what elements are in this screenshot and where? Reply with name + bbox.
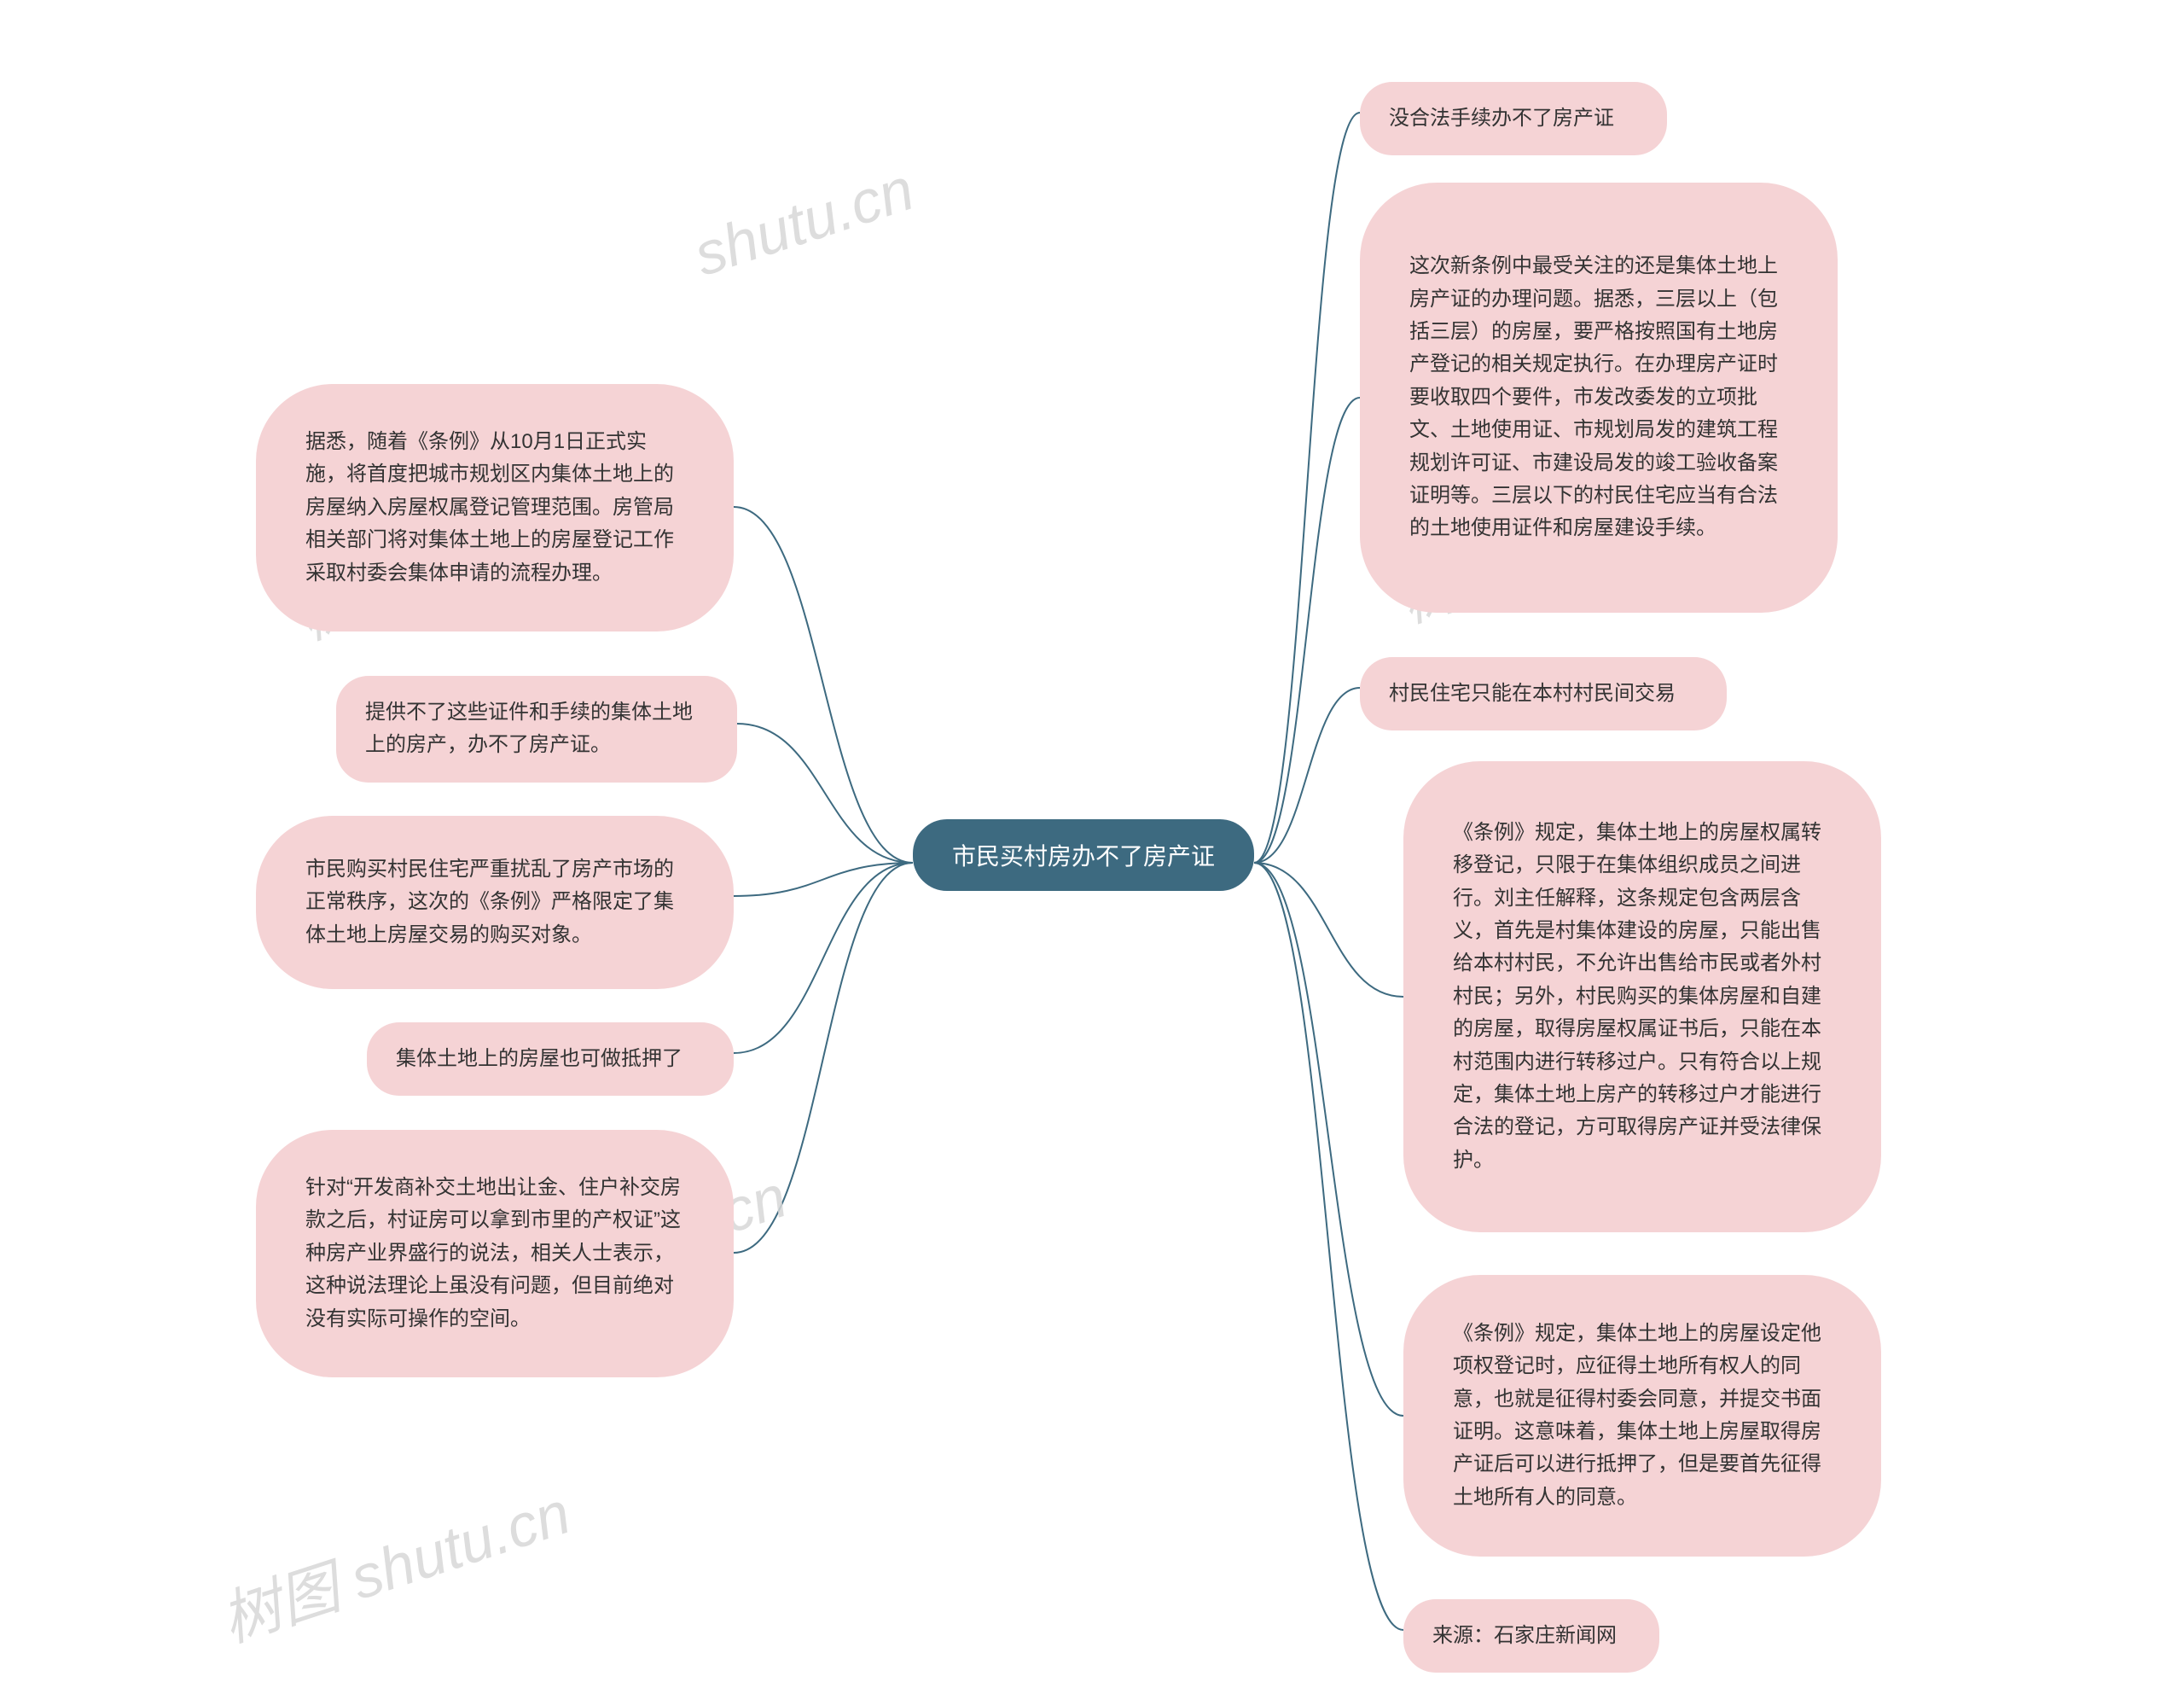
- leaf-node[interactable]: 市民购买村民住宅严重扰乱了房产市场的正常秩序，这次的《条例》严格限定了集体土地上…: [256, 816, 734, 989]
- leaf-node[interactable]: 来源：石家庄新闻网: [1403, 1599, 1659, 1673]
- edge: [1254, 688, 1360, 863]
- leaf-node[interactable]: 这次新条例中最受关注的还是集体土地上房产证的办理问题。据悉，三层以上（包括三层）…: [1360, 183, 1838, 613]
- edge: [734, 863, 913, 896]
- edge: [1254, 398, 1360, 863]
- edge: [734, 863, 913, 1253]
- watermark-text: 树图 shutu.cn: [209, 1465, 580, 1659]
- edge: [1254, 863, 1403, 997]
- center-topic[interactable]: 市民买村房办不了房产证: [913, 819, 1254, 891]
- edge: [734, 863, 913, 1053]
- edge: [1254, 863, 1403, 1416]
- mindmap-canvas: shutu.cn树树u.cnhutu.cn树图 shutu.cn 市民买村房办不…: [0, 0, 2184, 1682]
- edge: [1254, 863, 1403, 1630]
- watermark-text: shutu.cn: [686, 154, 921, 289]
- leaf-node[interactable]: 没合法手续办不了房产证: [1360, 82, 1667, 155]
- leaf-node[interactable]: 《条例》规定，集体土地上的房屋权属转移登记，只限于在集体组织成员之间进行。刘主任…: [1403, 761, 1881, 1232]
- leaf-node[interactable]: 针对“开发商补交土地出让金、住户补交房款之后，村证房可以拿到市里的产权证”这种房…: [256, 1130, 734, 1377]
- edge: [737, 724, 913, 863]
- edge: [734, 507, 913, 863]
- edge: [1254, 113, 1360, 863]
- leaf-node[interactable]: 提供不了这些证件和手续的集体土地上的房产，办不了房产证。: [336, 676, 737, 783]
- leaf-node[interactable]: 集体土地上的房屋也可做抵押了: [367, 1022, 734, 1096]
- leaf-node[interactable]: 《条例》规定，集体土地上的房屋设定他项权登记时，应征得土地所有权人的同意，也就是…: [1403, 1275, 1881, 1557]
- leaf-node[interactable]: 据悉，随着《条例》从10月1日正式实施，将首度把城市规划区内集体土地上的房屋纳入…: [256, 384, 734, 631]
- leaf-node[interactable]: 村民住宅只能在本村村民间交易: [1360, 657, 1727, 730]
